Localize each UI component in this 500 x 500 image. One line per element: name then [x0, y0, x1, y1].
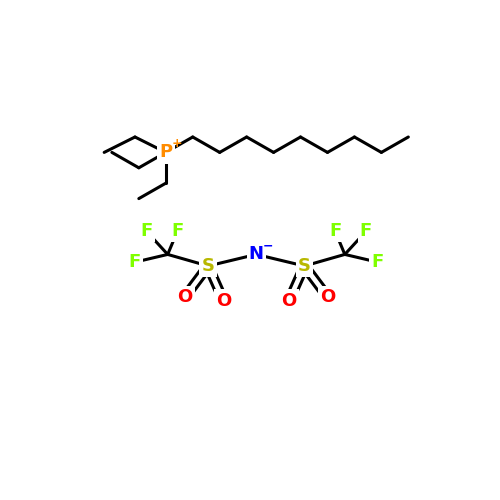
- Text: S: S: [298, 257, 311, 275]
- Text: F: F: [129, 253, 141, 271]
- Text: O: O: [282, 292, 296, 310]
- Text: O: O: [178, 288, 192, 306]
- Text: F: F: [140, 222, 152, 240]
- Text: +: +: [171, 138, 182, 150]
- Text: F: F: [171, 222, 183, 240]
- Text: S: S: [202, 257, 214, 275]
- Text: O: O: [320, 288, 335, 306]
- Text: O: O: [216, 292, 231, 310]
- Text: N: N: [249, 246, 264, 264]
- Text: F: F: [372, 253, 384, 271]
- Text: F: F: [360, 222, 372, 240]
- Text: P: P: [159, 144, 172, 162]
- Text: F: F: [329, 222, 342, 240]
- Text: −: −: [262, 240, 273, 252]
